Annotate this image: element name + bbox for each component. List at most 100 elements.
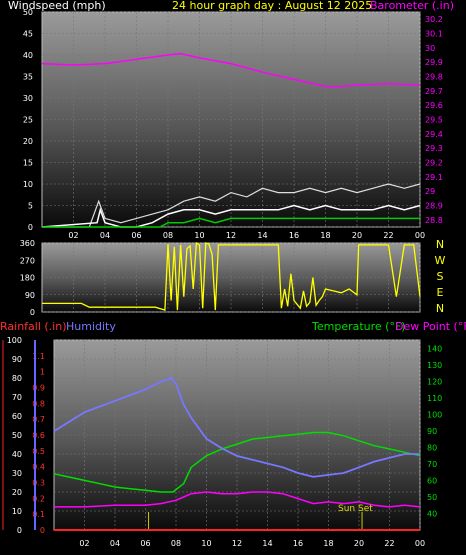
x-tick-label: 12 bbox=[226, 231, 236, 240]
temperature-series bbox=[53, 431, 421, 493]
x-tick-label: 22 bbox=[383, 231, 393, 240]
wind-baro-series bbox=[41, 52, 421, 228]
average-wind-series bbox=[42, 217, 420, 228]
x-tick-label: 10 bbox=[201, 539, 211, 548]
baro-tick-label: 29.1 bbox=[425, 173, 443, 182]
x-tick-label: 02 bbox=[79, 539, 89, 548]
temp-grid bbox=[54, 339, 421, 531]
rain-tick-label: 0.2 bbox=[32, 494, 45, 503]
humidity-tick-label: 30 bbox=[12, 469, 22, 478]
humidity-tick-label: 40 bbox=[12, 450, 22, 459]
humidity-tick-label: 90 bbox=[12, 355, 22, 364]
x-tick-label: 20 bbox=[352, 231, 362, 240]
x-tick-label: 16 bbox=[293, 539, 303, 548]
direction-grid bbox=[42, 242, 421, 313]
humidity-tick-label: 70 bbox=[12, 393, 22, 402]
humidity-tick-label: 0 bbox=[17, 526, 22, 535]
temperature-tick-label: 40 bbox=[427, 509, 437, 518]
baro-tick-label: 29.9 bbox=[425, 58, 443, 67]
x-tick-label: 14 bbox=[257, 231, 267, 240]
temperature-tick-label: 130 bbox=[427, 361, 442, 370]
temperature-tick-label: 50 bbox=[427, 493, 437, 502]
wind-tick-label: 45 bbox=[23, 30, 33, 39]
rain-tick-label: 0.7 bbox=[32, 415, 45, 424]
x-tick-label: 18 bbox=[320, 231, 330, 240]
rain-tick-label: 0.9 bbox=[32, 384, 45, 393]
wind-baro-grid bbox=[42, 11, 421, 228]
wind-tick-label: 15 bbox=[23, 159, 33, 168]
rain-tick-label: 0.3 bbox=[32, 479, 45, 488]
compass-label: N bbox=[436, 238, 444, 251]
wind-tick-label: 10 bbox=[23, 180, 33, 189]
rain-axis-title: Rainfall (.in) bbox=[0, 320, 67, 333]
temp-humidity-panel: 0 0.1 0.2 0.3 0.4 0.5 0.6 0.7 0.8 0.9 1 1.1 0 10 20 30… bbox=[0, 320, 466, 548]
rain-tick-label: 0.5 bbox=[32, 447, 45, 456]
rain-tick-label: 0.8 bbox=[32, 399, 45, 408]
wind-tick-label: 0 bbox=[28, 223, 33, 232]
baro-tick-label: 29 bbox=[425, 187, 435, 196]
temperature-tick-label: 80 bbox=[427, 443, 437, 452]
direction-tick-label: 0 bbox=[30, 308, 35, 317]
wind-axis-title: Windspeed (mph) bbox=[8, 0, 106, 12]
humidity-tick-label: 50 bbox=[12, 431, 22, 440]
humidity-tick-labels: 0 10 20 30 40 50 60 70 80 90 100 bbox=[7, 336, 22, 535]
temperature-tick-label: 60 bbox=[427, 476, 437, 485]
direction-tick-labels: 0 90 180 270 360 bbox=[20, 239, 35, 317]
baro-tick-label: 28.8 bbox=[425, 216, 443, 225]
baro-tick-label: 29.4 bbox=[425, 130, 443, 139]
humidity-tick-label: 20 bbox=[12, 488, 22, 497]
wind-baro-x-tick-labels: 02 04 06 08 10 12 14 16 18 20 22 00 bbox=[68, 231, 425, 240]
baro-tick-label: 30.1 bbox=[425, 30, 443, 39]
baro-tick-label: 29.3 bbox=[425, 144, 443, 153]
x-tick-label: 08 bbox=[163, 231, 173, 240]
wind-tick-label: 30 bbox=[23, 94, 33, 103]
humidity-tick-label: 100 bbox=[7, 336, 22, 345]
temperature-tick-labels: 40 50 60 70 80 90 100 110 120 130 140 bbox=[427, 344, 442, 518]
temp-x-tick-labels: 02 04 06 08 10 12 14 16 18 20 22 00 bbox=[79, 539, 425, 548]
rain-tick-label: 1.1 bbox=[32, 352, 45, 361]
temperature-tick-label: 120 bbox=[427, 377, 442, 386]
wind-tick-labels: 0 5 10 15 20 25 30 35 40 45 50 bbox=[23, 8, 33, 232]
temperature-tick-label: 140 bbox=[427, 344, 442, 353]
baro-tick-labels: 28.8 28.9 29 29.1 29.2 29.3 29.4 29.5 29.6 29.7 29… bbox=[425, 15, 443, 225]
baro-tick-label: 29.5 bbox=[425, 116, 443, 125]
humidity-tick-label: 10 bbox=[12, 507, 22, 516]
x-tick-label: 00 bbox=[415, 231, 425, 240]
baro-tick-label: 29.8 bbox=[425, 73, 443, 82]
x-tick-label: 00 bbox=[415, 539, 425, 548]
x-tick-label: 06 bbox=[131, 231, 141, 240]
temperature-axis-title: Temperature (°F) bbox=[311, 320, 406, 333]
direction-tick-label: 270 bbox=[20, 256, 35, 265]
baro-tick-label: 29.6 bbox=[425, 101, 443, 110]
temperature-tick-label: 110 bbox=[427, 394, 442, 403]
wind-tick-label: 35 bbox=[23, 73, 33, 82]
x-tick-label: 18 bbox=[323, 539, 333, 548]
wind-tick-label: 50 bbox=[23, 8, 33, 17]
x-tick-label: 22 bbox=[384, 539, 394, 548]
direction-series bbox=[42, 241, 421, 311]
temperature-tick-label: 90 bbox=[427, 427, 437, 436]
baro-axis-title: Barometer (.in) bbox=[370, 0, 454, 12]
compass-label: E bbox=[437, 286, 444, 299]
x-tick-label: 20 bbox=[354, 539, 364, 548]
rain-tick-label: 0.4 bbox=[32, 463, 45, 472]
x-tick-label: 16 bbox=[289, 231, 299, 240]
rain-tick-label: 1 bbox=[40, 368, 45, 377]
x-tick-label: 04 bbox=[110, 539, 120, 548]
baro-tick-label: 29.2 bbox=[425, 159, 443, 168]
compass-label: W bbox=[435, 254, 446, 267]
x-tick-label: 02 bbox=[68, 231, 78, 240]
dewpoint-series bbox=[54, 491, 421, 508]
wind-tick-label: 20 bbox=[23, 137, 33, 146]
barometer-series bbox=[41, 52, 421, 88]
direction-tick-label: 90 bbox=[25, 291, 35, 300]
x-tick-label: 06 bbox=[140, 539, 150, 548]
humidity-tick-label: 60 bbox=[12, 412, 22, 421]
x-tick-label: 08 bbox=[171, 539, 181, 548]
compass-label: S bbox=[437, 270, 444, 283]
wind-tick-label: 40 bbox=[23, 51, 33, 60]
